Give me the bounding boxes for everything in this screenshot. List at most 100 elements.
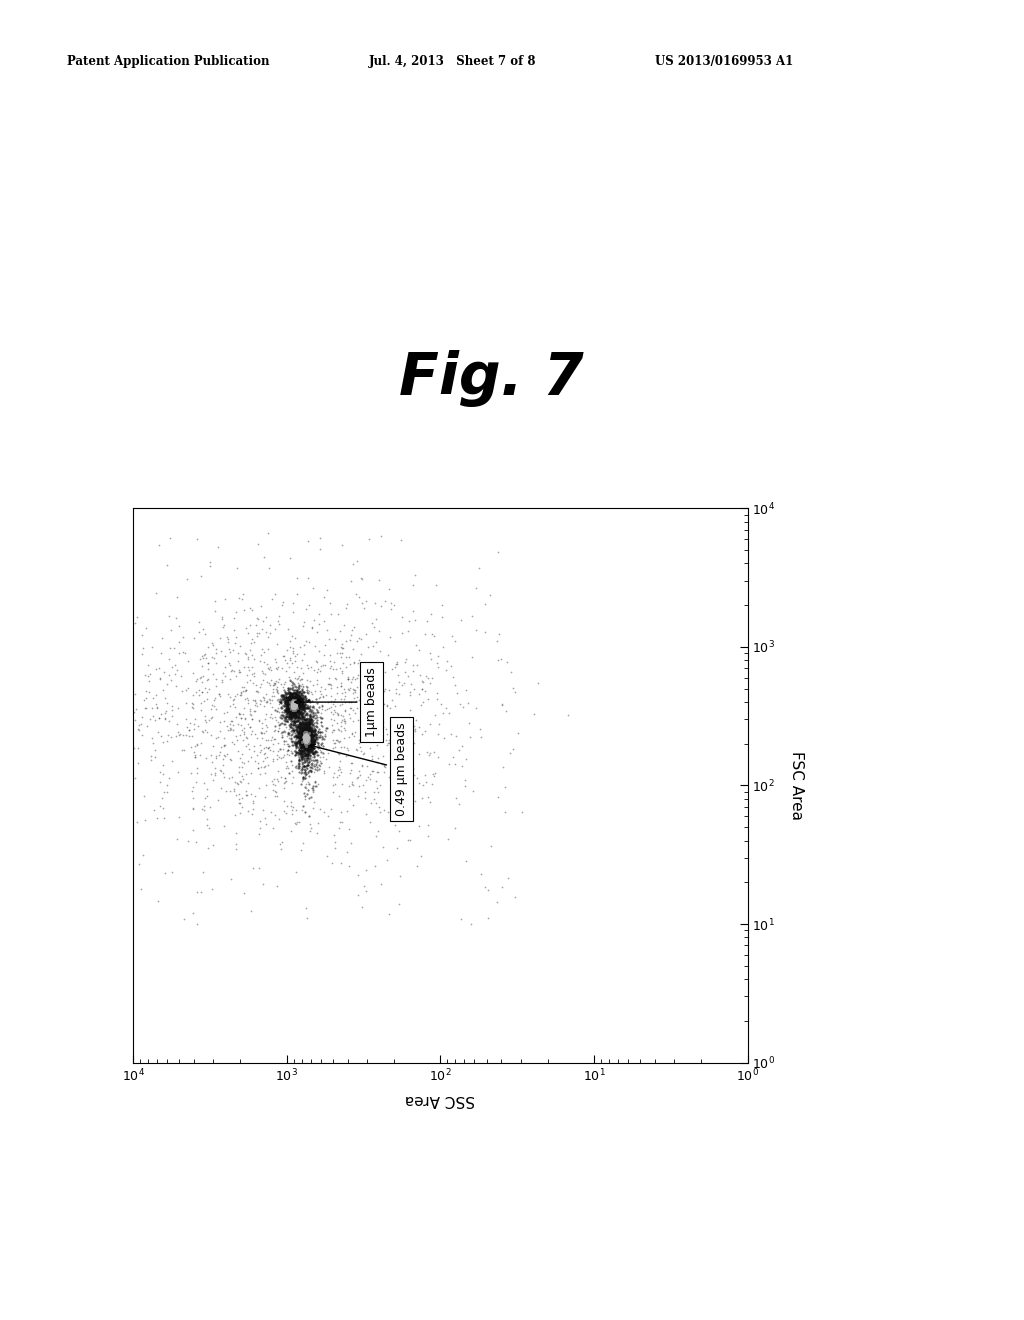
Point [208, 746, 224, 767]
Point [286, 681, 302, 702]
Point [233, 681, 250, 702]
Point [290, 723, 306, 744]
Point [225, 780, 242, 801]
Point [303, 710, 319, 731]
Point [286, 696, 302, 717]
Point [238, 680, 254, 701]
Point [303, 719, 319, 741]
Point [307, 705, 324, 726]
Point [300, 774, 316, 795]
Point [304, 747, 321, 768]
Point [284, 694, 300, 715]
Point [295, 741, 311, 762]
Point [286, 694, 302, 715]
Point [281, 689, 297, 710]
Point [297, 729, 313, 750]
Point [289, 705, 305, 726]
Point [203, 698, 219, 719]
Point [275, 701, 292, 722]
Point [274, 697, 291, 718]
Point [186, 708, 203, 729]
Point [272, 696, 289, 717]
Point [288, 689, 304, 710]
Point [284, 696, 300, 717]
Point [298, 727, 314, 748]
Point [261, 737, 278, 758]
Point [279, 700, 295, 721]
Point [287, 649, 303, 671]
Point [297, 723, 313, 744]
Point [295, 726, 311, 747]
Point [286, 693, 302, 714]
Point [299, 730, 315, 751]
Point [216, 735, 232, 756]
Point [279, 700, 295, 721]
Point [284, 706, 300, 727]
Point [292, 734, 308, 755]
Point [283, 708, 299, 729]
Point [286, 696, 302, 717]
Point [286, 698, 302, 719]
Point [284, 689, 300, 710]
Point [291, 689, 307, 710]
Point [287, 714, 303, 735]
Point [507, 681, 523, 702]
Point [286, 693, 302, 714]
Point [295, 743, 311, 764]
Point [297, 746, 313, 767]
Point [298, 730, 314, 751]
Point [305, 696, 322, 717]
Point [284, 696, 300, 717]
Point [297, 729, 313, 750]
Point [279, 697, 295, 718]
Point [265, 672, 282, 693]
Point [300, 729, 316, 750]
Point [287, 694, 303, 715]
Point [252, 818, 268, 840]
Point [291, 685, 307, 706]
Point [300, 726, 316, 747]
Point [284, 704, 300, 725]
Point [171, 643, 187, 664]
Point [284, 690, 300, 711]
Point [285, 688, 301, 709]
Point [291, 750, 307, 771]
Point [287, 813, 303, 834]
Point [282, 694, 298, 715]
Point [281, 690, 297, 711]
Point [289, 719, 305, 741]
Point [257, 664, 273, 685]
Point [300, 772, 316, 793]
Point [189, 758, 206, 779]
Point [287, 705, 303, 726]
Point [413, 694, 429, 715]
Point [322, 651, 338, 672]
Point [167, 663, 183, 684]
Point [313, 694, 330, 715]
Point [304, 727, 321, 748]
Point [395, 793, 412, 814]
Point [301, 713, 317, 734]
Point [282, 631, 298, 652]
Point [297, 733, 313, 754]
Point [298, 729, 314, 750]
Point [302, 723, 318, 744]
Point [285, 696, 301, 717]
Point [298, 727, 314, 748]
Point [275, 685, 292, 706]
Point [280, 693, 296, 714]
Point [247, 700, 263, 721]
Point [214, 609, 230, 630]
Point [282, 688, 298, 709]
Point [288, 676, 304, 697]
Point [298, 729, 314, 750]
Point [286, 694, 302, 715]
Point [176, 643, 193, 664]
Point [307, 725, 324, 746]
Point [291, 812, 307, 833]
Point [300, 731, 316, 752]
Point [276, 690, 293, 711]
Point [298, 725, 314, 746]
Point [285, 704, 301, 725]
Point [292, 717, 308, 738]
